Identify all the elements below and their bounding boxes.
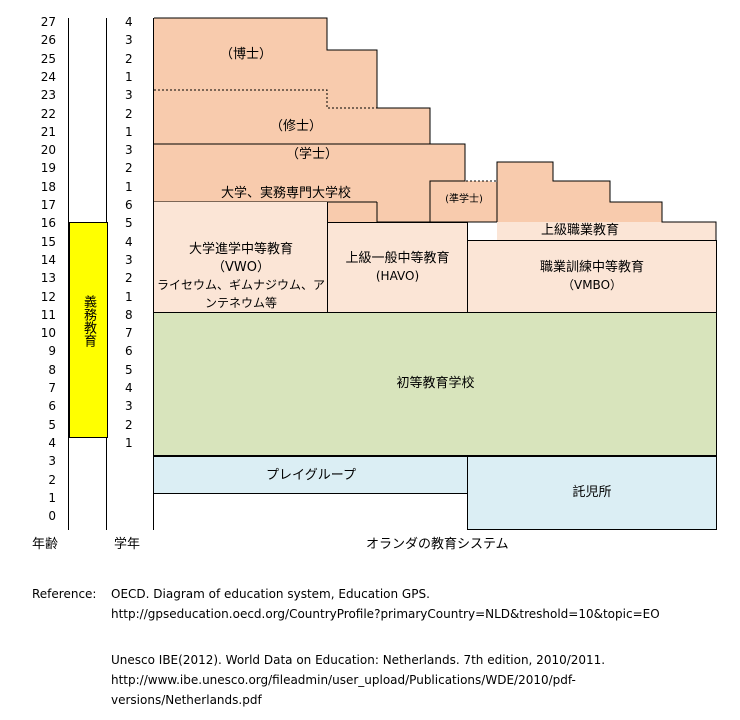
age-tick-21: 21 [40,124,56,139]
age-tick-23: 23 [40,88,56,103]
university-label: 大学、実務専門大学校 [220,186,351,201]
age-tick-3: 3 [48,454,56,469]
grade-tick: 3 [125,88,133,103]
age-tick-27: 27 [40,15,56,29]
age-tick-6: 6 [48,399,56,414]
havo-label-line2: (HAVO) [375,269,420,283]
age-tick-4: 4 [48,435,56,450]
age-tick-10: 10 [40,326,56,341]
nursery-label: 託児所 [572,485,612,500]
master-label: （修士） [269,119,322,134]
reference-label: Reference: [32,587,97,601]
age-axis-line [68,18,69,530]
chart-axis-line [153,18,154,530]
upper-vocational-label: 上級職業教育 [540,223,619,238]
grade-tick: 2 [125,271,133,286]
age-tick-0: 0 [48,509,56,524]
grade-tick: 2 [125,51,133,66]
grade-tick: 3 [125,33,133,48]
grade-tick: 3 [125,252,133,267]
age-tick-17: 17 [40,198,56,212]
grade-tick: 7 [125,326,133,341]
age-tick-13: 13 [40,271,56,286]
age-tick-14: 14 [40,252,56,267]
grade-tick: 4 [125,381,133,395]
age-axis-label: 年齢 [32,537,59,552]
grade-tick: 3 [125,399,133,414]
grade-tick: 1 [125,69,133,84]
age-tick-20: 20 [40,143,56,158]
vwo-block [154,202,328,313]
age-tick-16: 16 [40,216,56,231]
primary-school-label: 初等教育学校 [396,376,475,391]
vmbo-label-line1: 職業訓練中等教育 [539,260,644,275]
age-tick-26: 26 [40,33,56,48]
grade-tick: 1 [125,179,133,194]
nursery-block [467,456,717,530]
age-tick-19: 19 [40,161,56,176]
compulsory-education-label: 義務教育 [81,295,96,347]
havo-label-line1: 上級一般中等教育 [345,251,450,266]
grade-tick: 4 [125,15,133,29]
primary-school-block [154,312,717,456]
grade-tick: 6 [125,344,133,359]
vwo-label-line3: ライセウム、ギムナジウム、ア [156,278,325,292]
age-tick-24: 24 [40,69,56,84]
vwo-label-line2: （VWO） [212,260,270,275]
grade-tick: 1 [125,124,133,139]
age-tick-5: 5 [48,417,56,432]
age-tick-11: 11 [40,307,56,322]
age-tick-22: 22 [40,106,56,121]
age-tick-18: 18 [40,179,56,194]
doctor-label: （博士） [219,47,272,62]
reference-1-line-2: http://gpseducation.oecd.org/CountryProf… [111,607,660,621]
grade-tick: 2 [125,161,133,176]
age-tick-12: 12 [40,289,56,304]
grade-tick: 1 [125,289,133,304]
grade-tick: 2 [125,417,133,432]
reference-2-line-1: Unesco IBE(2012). World Data on Educatio… [111,653,606,667]
age-tick-1: 1 [48,490,56,505]
age-tick-15: 15 [40,234,56,249]
compulsory-education-bar: 義務教育 [69,222,108,438]
age-tick-25: 25 [40,51,56,66]
grade-tick: 6 [125,198,133,212]
reference-2-line-2: http://www.ibe.unesco.org/fileadmin/user… [111,673,576,687]
reference-1-line-1: OECD. Diagram of education system, Educa… [111,587,430,601]
grade-tick: 3 [125,143,133,158]
age-tick-9: 9 [48,344,56,359]
playgroup-block [154,456,468,494]
grade-tick: 1 [125,435,133,450]
associate-label: (準学士) [445,194,483,205]
grade-axis-label: 学年 [114,537,141,552]
vmbo-label-line2: （VMBO） [561,278,623,292]
age-tick-7: 7 [48,381,56,395]
reference-2-line-3: versions/Netherlands.pdf [111,693,262,707]
bachelor-label: （学士） [285,147,338,162]
grade-tick: 2 [125,106,133,121]
age-tick-2: 2 [48,472,56,487]
grade-tick: 8 [125,307,133,322]
diagram-caption: オランダの教育システム [366,537,509,552]
grade-tick: 4 [125,234,133,249]
playgroup-label: プレイグループ [266,468,356,483]
age-tick-8: 8 [48,362,56,377]
grade-tick: 5 [125,362,133,377]
grade-tick: 5 [125,216,133,231]
vwo-label-line4: ンテネウム等 [204,296,277,310]
vwo-label-line1: 大学進学中等教育 [188,242,293,257]
